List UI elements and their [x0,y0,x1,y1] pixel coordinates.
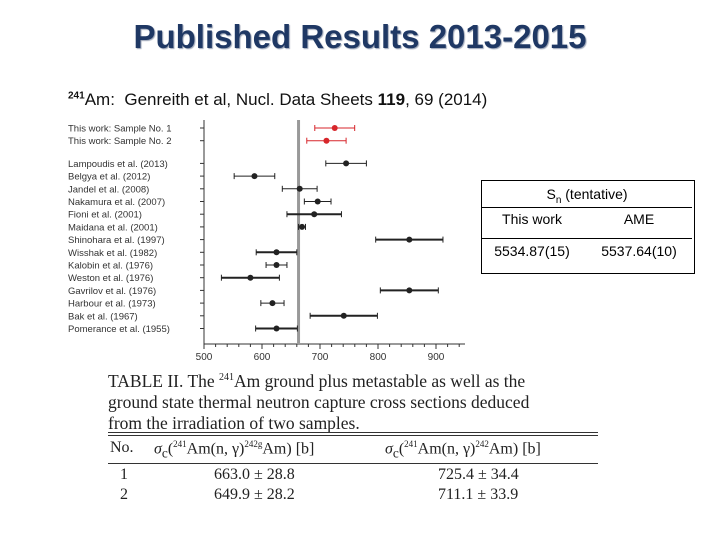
entry-label: Kalobin et al. (1976) [68,261,153,272]
sn-symbol: S [546,186,556,202]
row1-no: 1 [120,466,128,483]
header-no: No. [110,439,134,456]
entry-label: Lampoudis et al. (2013) [68,159,168,170]
reference-pages: , 69 (2014) [405,90,488,109]
h1-m2: 242g [244,439,263,449]
data-point [251,173,258,180]
data-point [323,137,330,144]
data-point [269,300,276,307]
entry-label: Gavrilov et al. (1976) [68,286,156,297]
table-header-rule [108,463,598,464]
h1-sigma: σ [154,440,162,458]
entry-label: Belgya et al. (2012) [68,172,150,183]
reference-authors: Genreith et al, Nucl. Data Sheets [124,90,373,109]
x-tick-label: 700 [312,352,329,363]
header-col2: σc(241Am(n, γ)242Am) [b] [385,439,541,462]
caption-line1a: TABLE II. The [108,370,220,391]
data-point [314,198,321,205]
row2-col1: 649.9 ± 28.2 [214,486,295,503]
isotope-symbol: Am: [84,90,115,109]
h2-b: Am(n, γ) [417,440,476,458]
row1-col2: 725.4 ± 34.4 [438,466,519,483]
h2-c: Am) [b] [488,440,541,458]
sn-col-this-work: This work [502,211,562,227]
caption-line1b: Am ground plus metastable as well as the [234,370,526,391]
table-top-rule-2 [108,435,598,436]
h1-b: Am(n, γ) [186,440,245,458]
entry-label: Wisshak et al. (1982) [68,248,157,259]
entry-label: Fioni et al. (2001) [68,210,142,221]
data-point [340,312,347,319]
data-point [311,211,318,218]
data-point [299,223,306,230]
entry-label: Jandel et al. (2008) [68,184,149,195]
table-row: 1 663.0 ± 28.8 725.4 ± 34.4 [108,466,598,486]
row2-no: 2 [120,486,128,503]
sn-val-this-work: 5534.87(15) [494,243,570,259]
entry-label: Bak et al. (1967) [68,311,138,322]
row1-col1: 663.0 ± 28.8 [214,466,295,483]
entry-label: Maidana et al. (2001) [68,222,158,233]
caption-line3: from the irradiation of two samples. [108,412,360,433]
sn-val-ame: 5537.64(10) [601,243,677,259]
table-header-row: No. σc(241Am(n, γ)242gAm) [b] σc(241Am(n… [108,439,598,462]
h2-m1: 241 [404,439,418,449]
data-point [273,249,280,256]
data-point [273,262,280,268]
table-row: 2 649.9 ± 28.2 711.1 ± 33.9 [108,486,598,506]
x-tick-label: 500 [196,352,213,363]
caption-mass: 241 [219,372,235,383]
caption-line2: ground state thermal neutron capture cro… [108,391,530,412]
sn-table-header: Sn (tentative) [482,181,692,208]
h2-sub: c [392,445,399,461]
sn-subscript: n [555,194,562,206]
entry-label: Nakamura et al. (2007) [68,197,165,208]
entry-label: This work: Sample No. 1 [68,124,171,135]
table-caption: TABLE II. The 241Am ground plus metastab… [108,367,603,434]
entry-label: Harbour et al. (1973) [68,299,156,310]
sn-divider [482,238,692,239]
entry-label: Shinohara et al. (1997) [68,235,165,246]
data-point [247,274,254,281]
reference-line: 241Am: Genreith et al, Nucl. Data Sheets… [68,90,487,110]
data-point [343,160,350,167]
h2-sigma: σ [385,440,393,458]
h1-m1: 241 [173,439,187,449]
h2-a: ( [398,440,405,458]
isotope-mass: 241 [68,90,85,102]
table-top-rule [108,432,598,433]
sn-col-ame: AME [623,211,655,227]
x-tick-label: 600 [254,352,271,363]
cross-section-plot: 500 600 700 800 900 This work: Sample No. 1Th… [68,120,465,363]
h1-sub: c [161,445,168,461]
cross-section-table: No. σc(241Am(n, γ)242gAm) [b] σc(241Am(n… [108,432,598,506]
sn-suffix: (tentative) [561,186,628,202]
h1-c: Am) [b] [262,440,315,458]
entry-label: This work: Sample No. 2 [68,136,171,147]
h1-a: ( [167,440,174,458]
data-point [331,125,338,131]
reference-volume: 119 [377,90,406,109]
x-tick-label: 800 [370,352,387,363]
header-col1: σc(241Am(n, γ)242gAm) [b] [154,439,314,462]
data-point [273,325,280,332]
h2-m2: 242 [475,439,489,449]
data-point [296,185,303,192]
slide-title: Published Results 2013-2015 [133,18,587,55]
row2-col2: 711.1 ± 33.9 [438,486,519,503]
data-point [406,236,413,243]
entry-label: Pomerance et al. (1955) [68,324,170,335]
x-tick-label: 900 [428,352,445,363]
entry-label: Weston et al. (1976) [68,273,153,284]
data-point [406,287,413,294]
sn-table: Sn (tentative) This work AME 5534.87(15)… [481,180,695,274]
